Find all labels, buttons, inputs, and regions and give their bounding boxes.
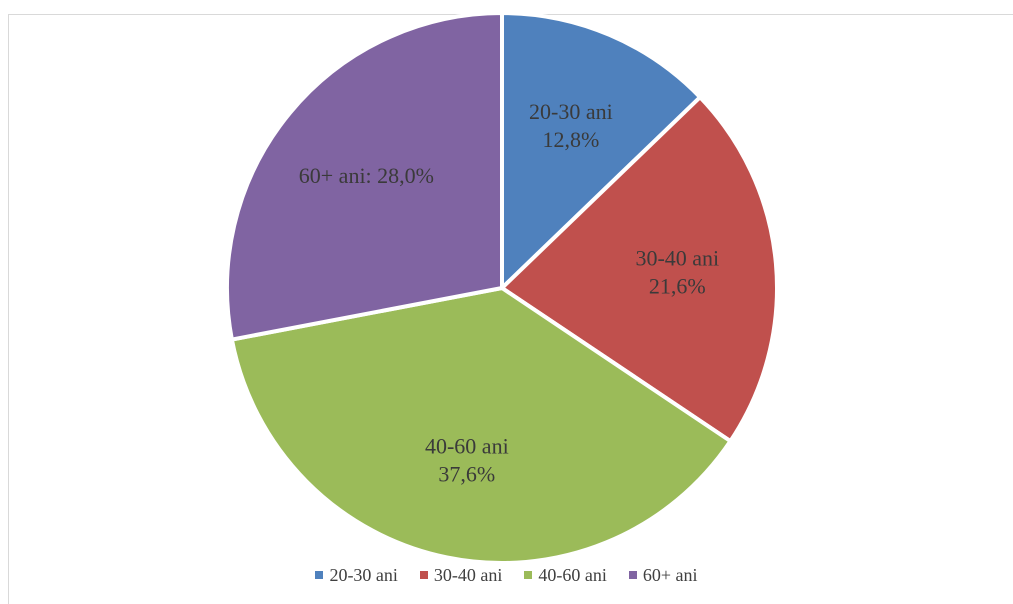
legend-swatch bbox=[524, 571, 533, 579]
data-label-20-30: 20-30 ani 12,8% bbox=[529, 99, 613, 152]
pie-slice-40-60 bbox=[229, 286, 733, 565]
legend-label: 20-30 ani bbox=[329, 564, 398, 585]
pie-slices bbox=[225, 11, 779, 565]
data-label-30-40: 30-40 ani 21,6% bbox=[635, 246, 719, 299]
legend-swatch bbox=[628, 571, 637, 579]
legend-swatch bbox=[315, 571, 324, 579]
pie-slice-30-40 bbox=[500, 95, 779, 444]
legend-swatch bbox=[419, 571, 428, 579]
legend-label: 40-60 ani bbox=[538, 564, 607, 585]
legend-item-20-30: 20-30 ani bbox=[315, 564, 398, 586]
legend-item-60-plus: 60+ ani bbox=[628, 564, 698, 586]
legend-label: 30-40 ani bbox=[433, 564, 503, 585]
pie-slice-20-30 bbox=[500, 11, 703, 290]
pie-data-labels: 20-30 ani 12,8% 30-40 ani 21,6% 40-60 ani 37,… bbox=[299, 99, 719, 486]
legend-item-40-60: 40-60 ani bbox=[524, 564, 607, 586]
legend-item-30-40: 30-40 ani bbox=[419, 564, 503, 586]
data-label-40-60: 40-60 ani 37,6% bbox=[425, 433, 509, 486]
pie-slice-60-plus bbox=[225, 11, 504, 342]
legend: 20-30 ani 30-40 ani 40-60 ani 60+ ani bbox=[0, 562, 1013, 588]
data-label-60-plus: 60+ ani: 28,0% bbox=[299, 163, 434, 188]
legend-label: 60+ ani bbox=[642, 564, 698, 585]
